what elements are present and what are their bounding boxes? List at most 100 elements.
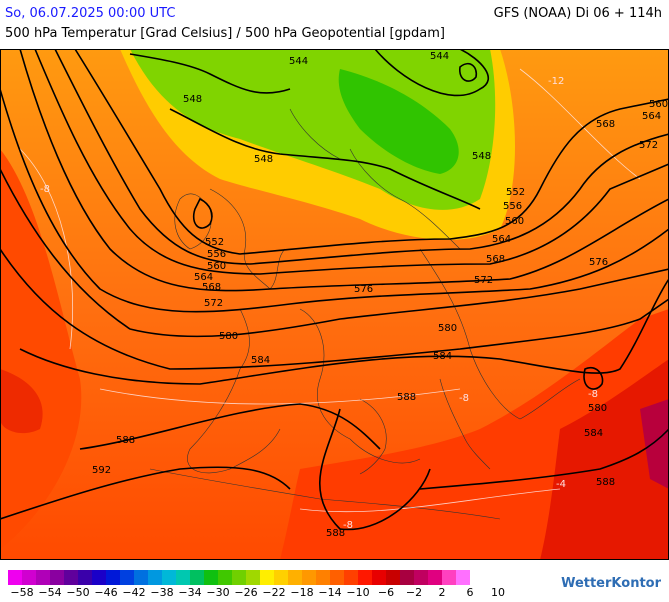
- contour-label: 572: [474, 275, 493, 286]
- legend-swatch: [78, 570, 92, 585]
- cold-core: [338, 69, 459, 174]
- contour-label: 564: [642, 111, 661, 122]
- legend-color-bar: [8, 570, 470, 585]
- legend-swatch: [288, 570, 302, 585]
- temp-label: -8: [588, 389, 598, 400]
- contour-label: 548: [254, 154, 273, 165]
- contour-label: 588: [116, 435, 135, 446]
- legend-swatch: [316, 570, 330, 585]
- legend-tick-label: −58: [10, 586, 34, 599]
- legend-swatch: [246, 570, 260, 585]
- contour-label: 592: [92, 465, 111, 476]
- legend-swatch: [162, 570, 176, 585]
- legend-tick-label: −34: [178, 586, 202, 599]
- temp-label: -8: [343, 520, 353, 531]
- contour-labels: 544 544 548 548 548 552 552 556 556 560 …: [92, 51, 668, 539]
- brand-logo: WetterKontor: [561, 576, 661, 591]
- temp-label: -8: [40, 184, 50, 195]
- color-legend: −58 −54 −50 −46 −42 −38 −34 −30 −26 −22 −18 −14 −10−…: [8, 570, 505, 599]
- hot-zone-west: [0, 369, 43, 434]
- contour-label: 588: [397, 392, 416, 403]
- contour-label: 544: [430, 51, 449, 62]
- cold-zone-green: [130, 49, 496, 210]
- contour-label: 584: [584, 428, 603, 439]
- legend-swatch: [358, 570, 372, 585]
- contour-label: 564: [194, 272, 213, 283]
- legend-swatch: [372, 570, 386, 585]
- contour-label: 568: [202, 282, 221, 293]
- legend-swatch: [106, 570, 120, 585]
- legend-swatch: [442, 570, 456, 585]
- legend-swatch: [302, 570, 316, 585]
- legend-tick-label: −22: [262, 586, 286, 599]
- contour-label: 552: [506, 187, 525, 198]
- legend-tick-label: −42: [122, 586, 146, 599]
- legend-swatch: [134, 570, 148, 585]
- contour-label: 568: [596, 119, 615, 130]
- legend-swatch: [36, 570, 50, 585]
- legend-swatch: [218, 570, 232, 585]
- coastlines: [149, 108, 581, 520]
- legend-swatch: [50, 570, 64, 585]
- contour-label: 552: [205, 237, 224, 248]
- temperature-labels: -8 -12 -8 -8 -8 -4: [40, 76, 598, 531]
- contour-label: 580: [219, 331, 238, 342]
- legend-swatch: [190, 570, 204, 585]
- weather-map: 544 544 548 548 548 552 552 556 556 560 …: [0, 49, 669, 560]
- legend-tick-label: 2: [438, 586, 446, 599]
- extreme-zone-east: [640, 399, 669, 489]
- legend-tick-label: −2: [405, 586, 423, 599]
- legend-tick-label: −18: [290, 586, 314, 599]
- legend-tick-label: −6: [377, 586, 395, 599]
- contour-label: 548: [472, 151, 491, 162]
- contour-label: 572: [639, 140, 658, 151]
- contour-label: 576: [589, 257, 608, 268]
- contour-label: 556: [503, 201, 522, 212]
- warm-zone-west: [0, 149, 82, 549]
- isotherms: [19, 68, 641, 513]
- legend-tick-label: 10: [491, 586, 505, 599]
- legend-swatch: [8, 570, 22, 585]
- legend-swatch: [428, 570, 442, 585]
- contour-label: 584: [433, 351, 452, 362]
- legend-tick-label: −50: [66, 586, 90, 599]
- legend-tick-label: 6: [466, 586, 474, 599]
- legend-swatch: [92, 570, 106, 585]
- legend-swatch: [260, 570, 274, 585]
- contour-label: 544: [289, 56, 308, 67]
- legend-tick-label: −30: [206, 586, 230, 599]
- contour-label: 580: [438, 323, 457, 334]
- contour-label: 588: [596, 477, 615, 488]
- legend-swatch: [204, 570, 218, 585]
- contour-label: 560: [649, 99, 668, 110]
- contour-label: 560: [505, 216, 524, 227]
- contour-label: 580: [588, 403, 607, 414]
- contour-label: 572: [204, 298, 223, 309]
- model-run-label: GFS (NOAA) Di 06 + 114h: [493, 6, 662, 21]
- legend-swatch: [386, 570, 400, 585]
- contour-label: 588: [326, 528, 345, 539]
- legend-labels: −58 −54 −50 −46 −42 −38 −34 −30 −26 −22 −18 −14 −10−…: [8, 586, 548, 602]
- contour-label: 568: [486, 254, 505, 265]
- legend-swatch: [64, 570, 78, 585]
- legend-tick-label: −46: [94, 586, 118, 599]
- legend-swatch: [274, 570, 288, 585]
- contour-label: 584: [251, 355, 270, 366]
- legend-swatch: [232, 570, 246, 585]
- product-title: 500 hPa Temperatur [Grad Celsius] / 500 …: [5, 26, 446, 41]
- legend-swatch: [414, 570, 428, 585]
- forecast-datetime: So, 06.07.2025 00:00 UTC: [5, 6, 176, 21]
- legend-swatch: [22, 570, 36, 585]
- legend-swatch: [330, 570, 344, 585]
- legend-swatch: [148, 570, 162, 585]
- temp-label: -12: [548, 76, 564, 87]
- contour-label: 564: [492, 234, 511, 245]
- legend-swatch: [120, 570, 134, 585]
- contour-label: 556: [207, 249, 226, 260]
- contour-label: 548: [183, 94, 202, 105]
- temp-label: -4: [556, 479, 566, 490]
- legend-swatch: [456, 570, 470, 585]
- geopotential-contours: [0, 49, 669, 531]
- legend-swatch: [400, 570, 414, 585]
- hot-zone-southeast: [540, 359, 669, 560]
